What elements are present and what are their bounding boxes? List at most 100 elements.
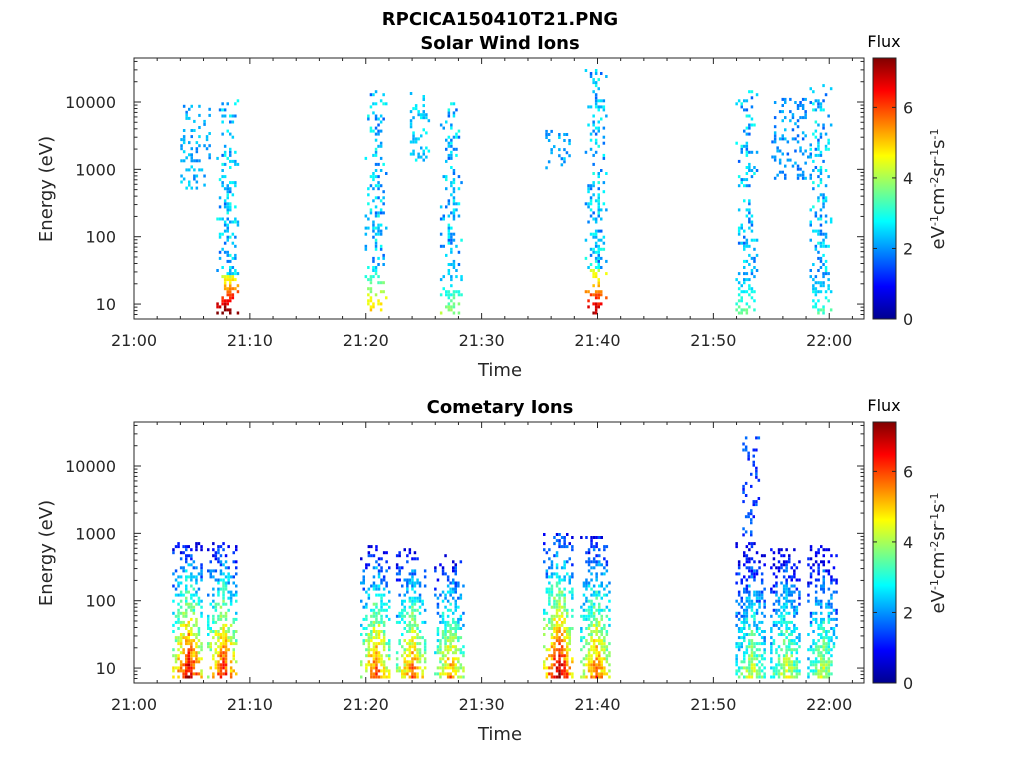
spectrogram-cell [180,147,183,151]
spectrogram-cell [827,614,831,618]
spectrogram-cell [795,666,799,670]
spectrogram-cell [592,545,596,549]
spectrogram-cell [217,636,220,640]
spectrogram-cell [796,164,800,168]
spectrogram-cell [411,599,414,603]
spectrogram-cell [737,611,741,615]
spectrogram-cell [550,633,554,636]
spectrogram-cell [442,275,445,279]
spectrogram-cell [190,554,193,558]
spectrogram-cell [219,563,223,567]
spectrogram-cell [190,672,193,676]
spectrogram-cell [452,617,455,621]
spectrogram-cell [550,675,554,679]
spectrogram-cell [758,605,761,609]
spectrogram-cell [375,587,378,591]
spectrogram-cell [231,220,235,224]
spectrogram-cell [801,131,805,135]
spectrogram-cell [822,584,825,588]
spectrogram-cell [750,654,754,658]
spectrogram-cell [743,199,746,203]
spectrogram-cell [421,675,424,679]
spectrogram-cell [793,611,796,615]
spectrogram-cell [195,672,198,676]
spectrogram-cell [740,181,743,185]
spectrogram-cell [817,308,820,312]
spectrogram-cell [748,199,751,203]
spectrogram-cell [385,602,388,606]
spectrogram-cell [598,636,601,640]
spectrogram-cell [382,190,385,194]
spectrogram-cell [798,633,801,636]
spectrogram-cell [809,87,812,91]
spectrogram-cell [812,648,815,652]
spectrogram-cell [174,587,178,591]
spectrogram-cell [597,302,600,306]
spectrogram-cell [229,120,232,124]
spectrogram-cell [814,611,818,615]
spectrogram-cell [794,161,797,165]
spectrogram-cell [224,630,228,633]
spectrogram-cell [605,208,608,212]
spectrogram-cell [231,241,235,245]
spectrogram-cell [548,672,551,676]
spectrogram-cell [763,554,766,558]
spectrogram-cell [819,193,823,197]
spectrogram-cell [447,308,451,312]
spectrogram-cell [752,460,755,464]
spectrogram-cell [454,657,457,661]
spectrogram-cell [829,123,833,127]
spectrogram-cell [809,623,813,627]
spectrogram-cell [835,578,838,582]
spectrogram-cell [195,620,198,624]
spectrogram-cell [177,545,180,549]
spectrogram-cell [190,642,193,646]
spectrogram-cell [822,232,825,236]
spectrogram-cell [403,593,406,597]
spectrogram-cell [187,669,190,673]
spectrogram-cell [379,308,383,312]
spectrogram-cell [382,666,386,670]
spectrogram-cell [457,250,461,254]
spectrogram-cell [745,150,749,154]
spectrogram-cell [207,627,210,630]
spectrogram-cell [590,675,593,679]
spectrogram-cell [817,232,820,236]
spectrogram-cell [208,156,211,160]
spectrogram-cell [752,448,755,452]
spectrogram-cell [413,672,417,676]
spectrogram-cell [412,134,415,138]
spectrogram-cell [401,611,404,615]
spectrogram-cell [452,657,455,661]
spectrogram-cell [411,584,414,588]
spectrogram-cell [222,614,225,618]
spectrogram-cell [174,593,178,597]
spectrogram-cell [809,275,812,279]
spectrogram-cell [824,296,828,300]
spectrogram-cell [192,639,196,643]
y-tick-label: 10000 [65,457,116,476]
spectrogram-cell [380,569,383,573]
spectrogram-cell [812,299,815,303]
spectrogram-cell [735,669,738,673]
spectrogram-cell [380,599,383,603]
spectrogram-cell [436,666,440,670]
spectrogram-cell [224,639,228,643]
spectrogram-cell [369,129,373,133]
spectrogram-cell [594,256,598,260]
spectrogram-cell [566,608,569,612]
spectrogram-cell [817,551,820,555]
spectrogram-cell [772,590,776,594]
spectrogram-cell [459,627,463,630]
spectrogram-cell [197,596,201,600]
spectrogram-cell [454,645,457,649]
spectrogram-cell [395,620,399,624]
spectrogram-cell [778,149,782,153]
spectrogram-cell [454,590,457,594]
spectrogram-cell [780,617,783,621]
spectrogram-cell [750,123,754,127]
spectrogram-cell [382,281,385,285]
spectrogram-cell [360,581,363,585]
spectrogram-cell [777,669,781,673]
spectrogram-cell [558,154,561,158]
